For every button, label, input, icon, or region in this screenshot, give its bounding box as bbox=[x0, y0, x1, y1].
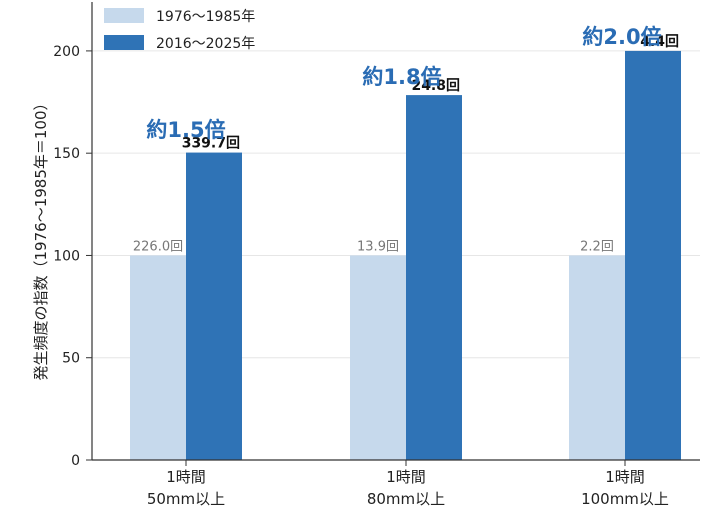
data-labels: 226.0回 13.9回 2.2回 339.7回 24.8回 4.4回 bbox=[133, 34, 679, 255]
legend: 1976〜1985年 2016〜2025年 bbox=[104, 8, 255, 52]
y-tick-label: 50 bbox=[62, 351, 80, 367]
x-tick-label-line1: 1時間 bbox=[605, 468, 645, 486]
y-tick-label: 100 bbox=[53, 248, 80, 264]
data-label-past: 2.2回 bbox=[580, 239, 614, 254]
data-label-past: 226.0回 bbox=[133, 239, 183, 254]
ratio-annotation: 約1.8倍 bbox=[362, 65, 441, 89]
x-tick-label-line1: 1時間 bbox=[386, 468, 426, 486]
y-tick-label: 200 bbox=[53, 44, 80, 60]
y-tick-label: 150 bbox=[53, 146, 80, 162]
axes-layer bbox=[91, 2, 700, 461]
bar-past bbox=[569, 255, 625, 460]
bar-recent bbox=[625, 50, 681, 461]
x-tick-label-line2: 100mm以上 bbox=[581, 490, 669, 508]
legend-swatch bbox=[104, 8, 144, 23]
data-label-past: 13.9回 bbox=[357, 239, 399, 254]
y-tick-label: 0 bbox=[71, 453, 80, 469]
legend-swatch bbox=[104, 35, 144, 50]
y-ticks: 0 50 100 150 200 bbox=[53, 44, 92, 469]
legend-label: 2016〜2025年 bbox=[156, 36, 255, 52]
x-tick-labels: 1時間 50mm以上 1時間 80mm以上 1時間 100mm以上 bbox=[147, 460, 669, 508]
y-axis-title: 発生頻度の指数（1976〜1985年＝100） bbox=[32, 96, 50, 381]
ratio-annotation: 約1.5倍 bbox=[146, 118, 225, 142]
x-tick-label-line2: 50mm以上 bbox=[147, 490, 225, 508]
data-label-recent: 24.8回 bbox=[411, 78, 460, 94]
bar-recent bbox=[406, 95, 462, 460]
x-tick-label-line2: 80mm以上 bbox=[367, 490, 445, 508]
bar-past bbox=[130, 255, 186, 460]
ratio-annotations: 約1.5倍 約1.8倍 約2.0倍 bbox=[146, 25, 661, 142]
legend-label: 1976〜1985年 bbox=[156, 9, 255, 25]
x-tick-label-line1: 1時間 bbox=[166, 468, 206, 486]
ratio-annotation: 約2.0倍 bbox=[582, 25, 661, 49]
data-label-recent: 339.7回 bbox=[182, 136, 240, 152]
data-label-recent: 4.4回 bbox=[640, 34, 679, 50]
bars-layer bbox=[130, 50, 681, 461]
bar-past bbox=[350, 255, 406, 460]
bar-recent bbox=[186, 152, 242, 460]
